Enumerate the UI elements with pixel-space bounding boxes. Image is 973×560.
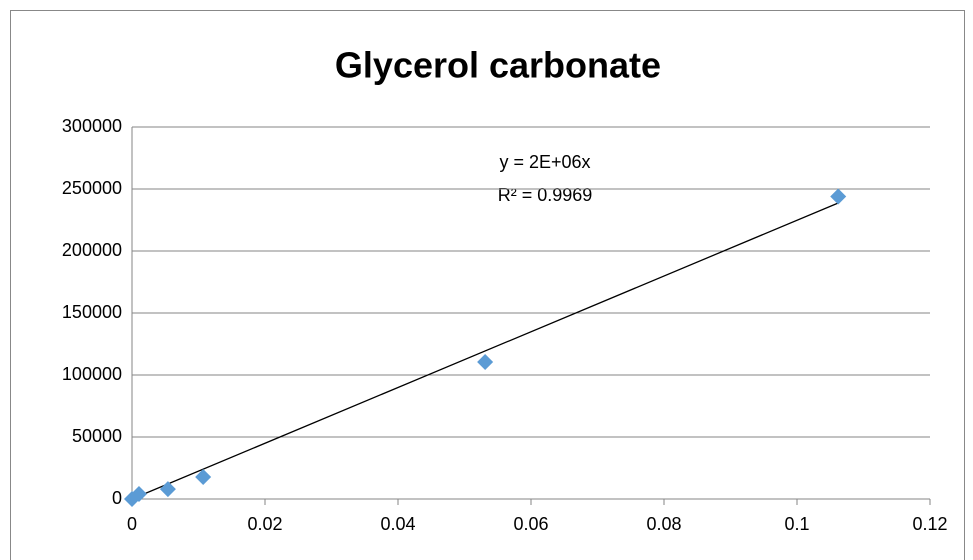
data-point	[477, 353, 494, 370]
x-tick-label: 0.06	[513, 514, 548, 534]
chart-title: Glycerol carbonate	[335, 45, 661, 86]
data-point	[159, 481, 176, 498]
y-tick-label: 200000	[62, 240, 122, 260]
data-point	[830, 188, 847, 205]
y-tick-label: 100000	[62, 364, 122, 384]
x-tick-label: 0	[127, 514, 137, 534]
chart-frame	[10, 10, 965, 560]
trendline	[131, 202, 839, 500]
x-tick-label: 0.1	[784, 514, 809, 534]
trendline-r-squared: R² = 0.9969	[498, 185, 593, 205]
y-tick-label: 50000	[72, 426, 122, 446]
y-tick-label: 150000	[62, 302, 122, 322]
x-tick-label: 0.12	[912, 514, 947, 534]
data-point	[195, 469, 212, 486]
y-tick-label: 250000	[62, 178, 122, 198]
trendline-equation: y = 2E+06x	[499, 152, 590, 172]
data-point	[130, 486, 147, 503]
y-tick-label: 300000	[62, 116, 122, 136]
x-tick-label: 0.04	[380, 514, 415, 534]
y-tick-label: 0	[112, 488, 122, 508]
x-tick-label: 0.08	[646, 514, 681, 534]
x-tick-label: 0.02	[247, 514, 282, 534]
